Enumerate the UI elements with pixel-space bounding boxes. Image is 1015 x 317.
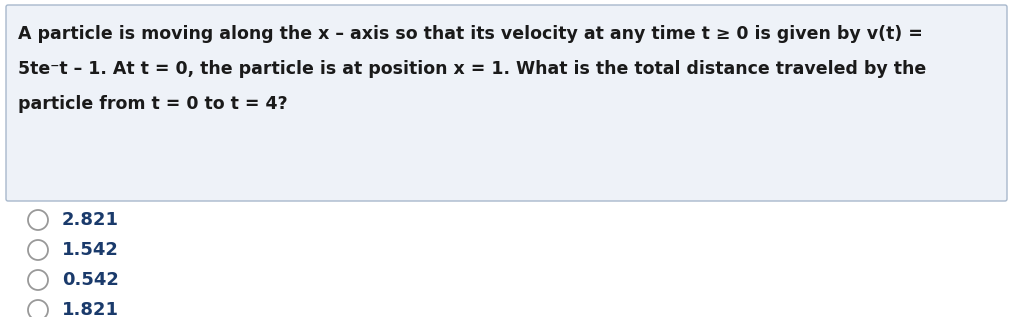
Text: 1.821: 1.821 xyxy=(62,301,119,317)
Text: 5te⁻t – 1. At t = 0, the particle is at position x = 1. What is the total distan: 5te⁻t – 1. At t = 0, the particle is at … xyxy=(18,60,927,78)
Circle shape xyxy=(28,210,48,230)
Text: 1.542: 1.542 xyxy=(62,241,119,259)
Text: 2.821: 2.821 xyxy=(62,211,119,229)
Text: particle from t = 0 to t = 4?: particle from t = 0 to t = 4? xyxy=(18,95,287,113)
Circle shape xyxy=(28,300,48,317)
Text: A particle is moving along the x – axis so that its velocity at any time t ≥ 0 i: A particle is moving along the x – axis … xyxy=(18,25,923,43)
FancyBboxPatch shape xyxy=(6,5,1007,201)
Text: 0.542: 0.542 xyxy=(62,271,119,289)
Circle shape xyxy=(28,240,48,260)
Circle shape xyxy=(28,270,48,290)
